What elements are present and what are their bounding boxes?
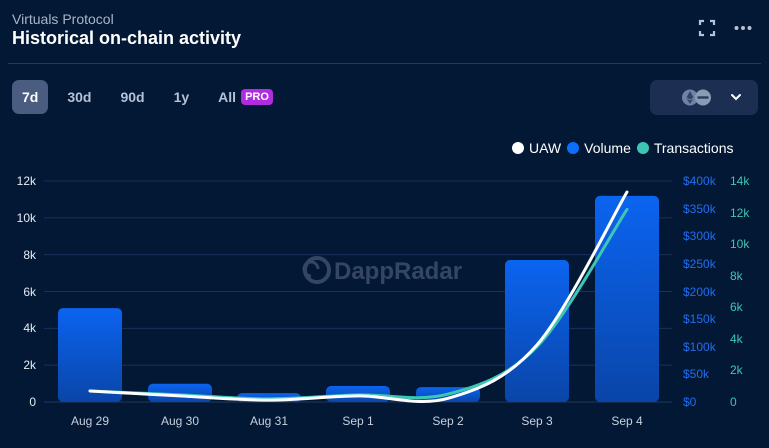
expand-icon[interactable] [697, 18, 717, 38]
x-tick-label: Sep 4 [611, 414, 643, 428]
axis-tick-label: 12k [730, 205, 750, 220]
x-tick-label: Sep 3 [521, 414, 553, 428]
axis-tick-label: 6k [730, 300, 743, 315]
legend-label: Volume [584, 140, 631, 156]
axis-tick-label: $50k [683, 367, 710, 382]
tab-1y[interactable]: 1y [164, 80, 200, 114]
axis-tick-label: 8k [23, 247, 36, 262]
volume-dot-icon [567, 142, 580, 154]
header-divider [8, 63, 761, 64]
axis-tick-label: 4k [23, 321, 36, 336]
legend-label: UAW [529, 140, 562, 156]
axis-tick-label: 0 [730, 395, 737, 409]
axis-tick-label: 4k [730, 331, 743, 346]
axis-tick-label: 8k [730, 268, 743, 283]
legend-label: Transactions [653, 140, 734, 156]
axis-tick-label: $300k [683, 229, 716, 244]
uaw-line [88, 190, 629, 403]
x-tick-label: Aug 29 [70, 414, 110, 428]
x-tick-label: Sep 2 [432, 414, 464, 428]
axis-tick-label: $250k [683, 256, 716, 271]
tab-90d[interactable]: 90d [110, 80, 154, 114]
volume-bar[interactable] [505, 260, 569, 402]
uaw-dot-icon [512, 142, 524, 154]
x-tick-label: Aug 30 [160, 414, 200, 428]
tab-label: 30d [67, 89, 92, 105]
axis-tick-label: 2k [23, 358, 36, 373]
axis-tick-label: 14k [730, 174, 750, 188]
ethereum-icon [682, 89, 698, 106]
axis-tick-label: $400k [683, 174, 716, 188]
tab-all[interactable]: All PRO [208, 80, 283, 114]
tab-7d[interactable]: 7d [12, 80, 49, 114]
chevron-down-icon [731, 94, 741, 101]
volume-bar[interactable] [595, 195, 659, 402]
more-icon[interactable] [733, 18, 753, 38]
base-chain-icon [695, 89, 711, 106]
chain-selector[interactable] [650, 80, 758, 115]
svg-text:DappRadar: DappRadar [334, 258, 462, 285]
axis-tick-label: $200k [683, 284, 716, 299]
time-range-tabs: 7d 30d 90d 1y All PRO [12, 80, 292, 114]
axis-tick-label: 2k [730, 363, 743, 378]
axis-tick-label: 6k [23, 284, 36, 299]
axis-tick-label: $100k [683, 339, 716, 354]
axis-tick-label: 10k [16, 210, 36, 225]
x-tick-label: Sep 1 [342, 414, 374, 428]
transactions-dot-icon [636, 142, 649, 154]
tab-label: 90d [120, 89, 145, 105]
x-tick-label: Aug 31 [249, 414, 289, 428]
axis-tick-label: $0 [683, 395, 697, 409]
legend-volume[interactable]: Volume [567, 140, 631, 156]
axis-tick-label: 10k [730, 237, 750, 252]
tab-30d[interactable]: 30d [57, 80, 101, 114]
tab-label: 1y [173, 89, 190, 105]
pro-badge: PRO [241, 89, 273, 105]
dappradar-watermark: DappRadar [302, 256, 462, 285]
tab-label: All [218, 89, 237, 105]
legend-transactions[interactable]: Transactions [636, 140, 734, 156]
axis-tick-label: 0 [29, 395, 36, 409]
legend-uaw[interactable]: UAW [512, 140, 561, 156]
axis-tick-label: $150k [683, 312, 716, 327]
chart-title: Historical on-chain activity [12, 28, 242, 48]
tab-label: 7d [22, 89, 39, 105]
chart-subtitle: Virtuals Protocol [12, 11, 114, 27]
axis-tick-label: $350k [683, 201, 716, 216]
volume-bar[interactable] [58, 308, 122, 402]
chart-legend: UAW Volume Transactions [512, 140, 739, 156]
axis-tick-label: 12k [16, 174, 36, 188]
